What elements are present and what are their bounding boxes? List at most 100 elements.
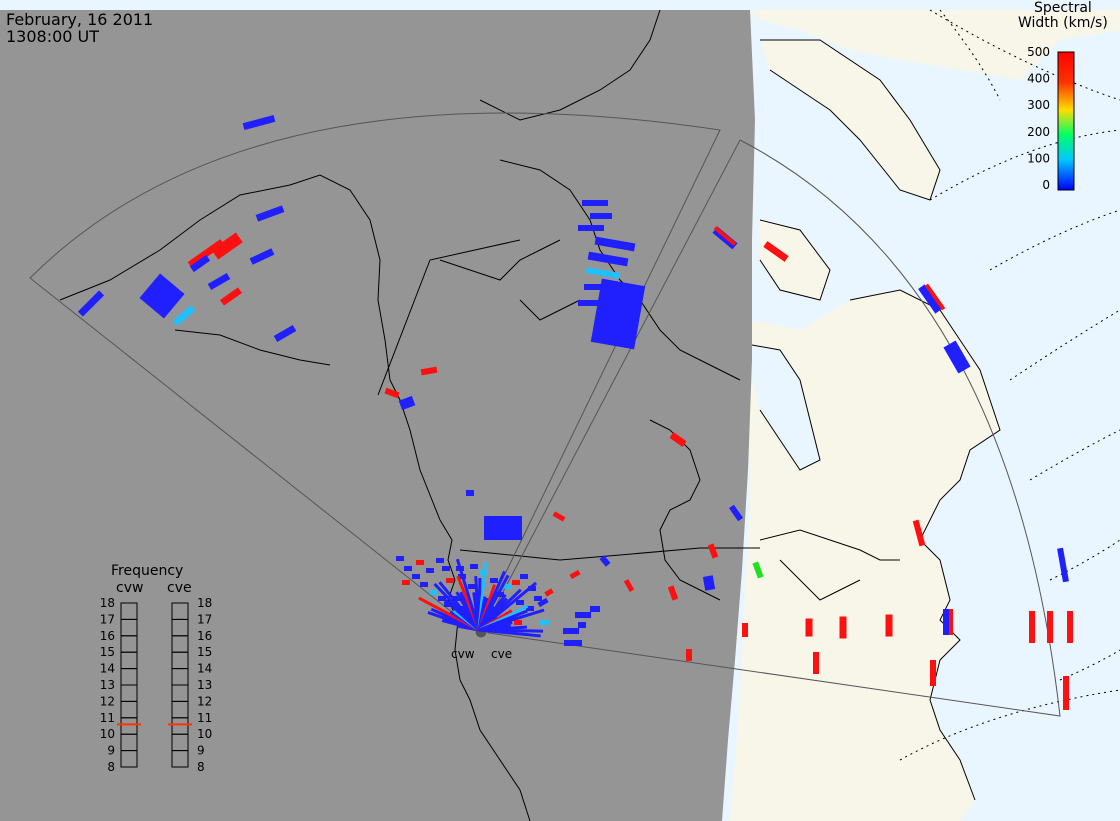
scatter-cell bbox=[420, 366, 438, 376]
scatter-cell bbox=[686, 649, 692, 661]
frequency-tick-label: 17 bbox=[197, 612, 212, 626]
scatter-cell bbox=[949, 609, 953, 635]
scatter-cell bbox=[211, 232, 243, 260]
scatter-cell bbox=[885, 614, 893, 637]
frequency-tick-label: 10 bbox=[100, 727, 115, 741]
scatter-cell bbox=[742, 623, 748, 637]
scatter-cell bbox=[1067, 611, 1073, 643]
scatter-cell bbox=[590, 278, 646, 350]
scatter-cell bbox=[249, 248, 275, 265]
scatter-cell bbox=[526, 606, 534, 611]
fan-ray bbox=[478, 628, 541, 638]
colorbar-tick-label: 300 bbox=[1027, 98, 1050, 112]
colorbar-title-line1: Spectral bbox=[1034, 0, 1092, 16]
time-label: 1308:00 UT bbox=[6, 27, 99, 46]
frequency-cell bbox=[171, 750, 189, 768]
scatter-cell bbox=[416, 560, 424, 565]
scatter-cell bbox=[1057, 547, 1069, 583]
scatter-cell bbox=[578, 300, 598, 306]
scatter-cell bbox=[412, 574, 420, 579]
scatter-cell bbox=[623, 579, 635, 592]
scatter-cell bbox=[930, 660, 936, 686]
frequency-tick-label: 18 bbox=[197, 596, 212, 610]
colorbar-title-line2: Width (km/s) bbox=[1018, 15, 1108, 31]
borders bbox=[377, 239, 760, 561]
day-ocean-hudson-east bbox=[752, 345, 820, 470]
frequency-tick-label: 10 bbox=[197, 727, 212, 741]
scatter-cell bbox=[534, 596, 542, 601]
scatter-cell bbox=[590, 213, 612, 219]
scatter-cell bbox=[728, 504, 744, 522]
day-land-east bbox=[750, 10, 1120, 80]
colorbar-gradient bbox=[1057, 51, 1075, 191]
scatter-cell bbox=[667, 585, 679, 601]
scatter-cell bbox=[398, 395, 416, 411]
frequency-tick-label: 11 bbox=[197, 711, 212, 725]
scatter-cell bbox=[420, 582, 428, 587]
scatter-cell bbox=[752, 561, 764, 579]
scatter-cell bbox=[569, 569, 581, 580]
scatter-cell bbox=[839, 616, 847, 639]
scatter-cell bbox=[599, 555, 611, 567]
frequency-tick-label: 15 bbox=[197, 645, 212, 659]
scatter-cell bbox=[702, 575, 716, 591]
day-land-labrador bbox=[760, 220, 830, 300]
scatter-cell bbox=[1047, 611, 1053, 643]
frequency-tick-label: 14 bbox=[197, 662, 212, 676]
frequency-tick-label: 11 bbox=[100, 711, 115, 725]
frequency-radar-cve: cve bbox=[167, 580, 192, 596]
scatter-cell bbox=[207, 272, 231, 291]
scatter-cell bbox=[436, 558, 444, 563]
frequency-tick-label: 8 bbox=[197, 760, 205, 774]
colorbar-tick-label: 400 bbox=[1027, 72, 1050, 86]
scatter-cell bbox=[544, 588, 554, 597]
scatter-cell bbox=[452, 596, 460, 601]
scatter-cell bbox=[255, 205, 285, 222]
scatter-cell bbox=[484, 516, 522, 540]
night-region bbox=[0, 10, 755, 821]
scatter-cell bbox=[189, 254, 211, 273]
radar-label-cvw: cvw bbox=[451, 647, 475, 661]
frequency-tick-label: 12 bbox=[100, 694, 115, 708]
scatter-cell bbox=[1063, 676, 1069, 710]
frequency-tick-label: 17 bbox=[100, 612, 115, 626]
frequency-tick-label: 9 bbox=[197, 744, 205, 758]
scatter-cell bbox=[520, 574, 528, 579]
scatter-cell bbox=[563, 628, 579, 634]
radar-sites: cvw cve bbox=[451, 625, 512, 661]
scatter-cell bbox=[77, 290, 105, 317]
scatter-cell bbox=[590, 606, 600, 612]
scatter-cell bbox=[564, 640, 582, 646]
scatter-cell bbox=[514, 620, 522, 625]
scatter-cell bbox=[504, 584, 512, 589]
frequency-tick-label: 9 bbox=[107, 744, 115, 758]
scatter-cell bbox=[587, 251, 629, 267]
frequency-tick-label: 16 bbox=[100, 629, 115, 643]
scatter-cell bbox=[442, 566, 450, 571]
scatter-cell bbox=[763, 241, 789, 262]
radar-label-cve: cve bbox=[491, 647, 512, 661]
scatter-cell bbox=[430, 590, 438, 595]
scatter-cell bbox=[578, 225, 604, 231]
scatter-cell bbox=[219, 287, 243, 306]
scatter-cell bbox=[384, 387, 400, 399]
scatter-cell bbox=[402, 580, 410, 585]
scatter-cell bbox=[468, 584, 476, 589]
frequency-tick-label: 16 bbox=[197, 629, 212, 643]
frequency-tick-label: 15 bbox=[100, 645, 115, 659]
scatter-cell bbox=[470, 564, 478, 569]
scatter-cell bbox=[396, 556, 404, 561]
scatter-cell bbox=[446, 578, 454, 583]
scatter-cell bbox=[242, 114, 276, 131]
colorbar-tick-label: 500 bbox=[1027, 45, 1050, 59]
scatter-cell bbox=[540, 620, 550, 625]
scatter-cell bbox=[713, 226, 737, 246]
scatter-cell bbox=[924, 283, 946, 311]
scatter-cell bbox=[466, 490, 474, 496]
frequency-tick-label: 14 bbox=[100, 662, 115, 676]
frequency-cell bbox=[120, 750, 138, 768]
scatter-cell bbox=[172, 305, 196, 326]
scatter-cell bbox=[707, 543, 719, 559]
frequency-tick-label: 8 bbox=[107, 760, 115, 774]
scatter-cell bbox=[496, 592, 504, 597]
